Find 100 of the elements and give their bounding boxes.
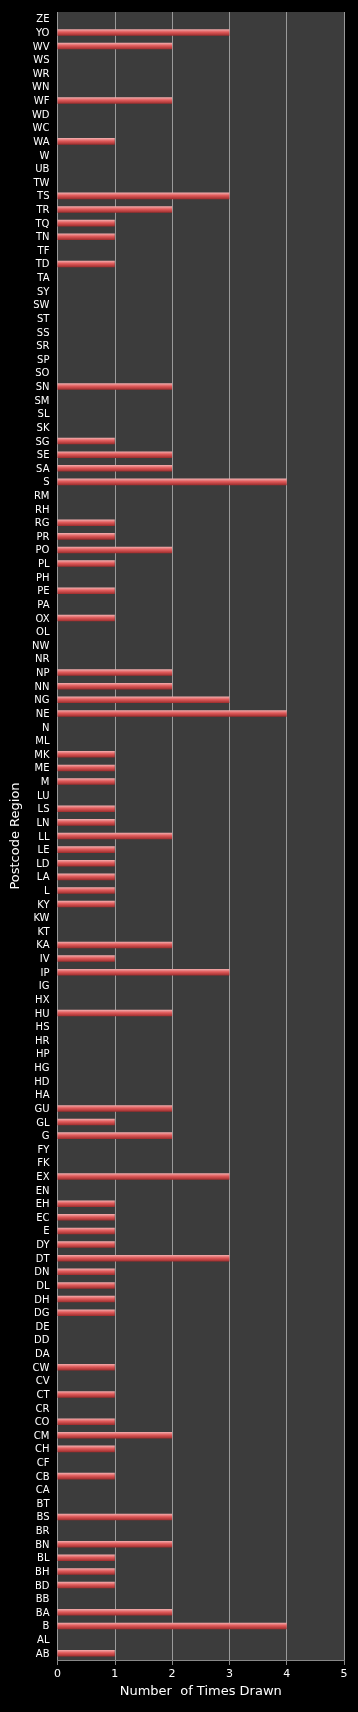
y-axis-title: Postcode Region	[7, 782, 22, 890]
y-tick-label: CT	[36, 1388, 51, 1400]
y-tick-label: HA	[35, 1089, 50, 1101]
y-tick-label: WD	[31, 108, 50, 120]
y-tick-label: CB	[35, 1470, 50, 1482]
bar	[57, 941, 173, 949]
bar	[57, 29, 230, 36]
y-tick-label: HG	[34, 1062, 50, 1074]
y-tick-label: WC	[32, 122, 50, 134]
y-tick-label: SA	[36, 462, 50, 474]
bar	[57, 97, 173, 104]
y-tick-label: SW	[33, 299, 50, 311]
bar	[57, 832, 173, 840]
y-tick-label: DY	[36, 1239, 51, 1251]
bar	[57, 1268, 115, 1276]
bar	[57, 873, 115, 881]
y-tick-label: FY	[37, 1143, 51, 1155]
bar	[57, 546, 173, 554]
y-tick-label: KY	[37, 898, 51, 910]
y-tick-label: B	[42, 1620, 50, 1632]
y-tick-label: SR	[36, 340, 50, 352]
y-tick-label: SS	[36, 326, 50, 338]
bar	[57, 1622, 287, 1630]
y-tick-label: WV	[32, 40, 50, 52]
bar	[57, 1540, 173, 1548]
bar	[57, 1173, 230, 1180]
bar	[57, 1609, 173, 1616]
y-tick-label: CO	[34, 1416, 50, 1428]
bar	[57, 383, 173, 390]
y-tick-label: PE	[37, 585, 50, 597]
bar	[57, 1432, 173, 1439]
y-tick-label: CW	[32, 1361, 50, 1373]
bar	[57, 1227, 115, 1235]
bar	[57, 669, 173, 676]
y-tick-label: OX	[35, 612, 50, 624]
y-tick-label: RM	[33, 490, 50, 501]
y-tick-label: ME	[34, 762, 50, 774]
y-tick-label: RH	[35, 503, 50, 515]
y-tick-label: CA	[35, 1484, 50, 1496]
y-tick-label: OL	[36, 626, 50, 638]
y-tick-label: HD	[34, 1075, 50, 1087]
y-tick-label: HR	[35, 1034, 50, 1046]
x-tick-label: 5	[340, 1667, 348, 1680]
y-tick-label: CV	[35, 1375, 50, 1387]
y-tick-label: DT	[35, 1252, 51, 1264]
y-tick-label: WR	[32, 67, 50, 79]
y-tick-label: ZE	[36, 13, 50, 25]
y-tick-label: YO	[35, 26, 50, 38]
bar	[57, 778, 115, 785]
bar	[57, 1009, 173, 1017]
bar	[57, 696, 230, 704]
y-tick-label: DN	[34, 1266, 50, 1278]
bar	[57, 968, 230, 976]
y-tick-label: PL	[37, 558, 50, 570]
y-tick-label: CH	[34, 1443, 50, 1455]
x-tick-label: 2	[168, 1667, 176, 1680]
y-tick-label: LL	[38, 830, 50, 842]
y-tick-label: WA	[33, 135, 50, 147]
y-tick-label: BL	[37, 1552, 50, 1564]
y-tick-label: IG	[38, 980, 50, 992]
y-tick-label: SN	[35, 381, 50, 393]
y-tick-label: IV	[39, 953, 50, 965]
y-tick-label: N	[42, 721, 50, 733]
y-tick-label: TA	[36, 272, 50, 284]
y-tick-label: SO	[35, 367, 50, 379]
bar	[57, 192, 230, 200]
bar	[57, 206, 173, 213]
bar	[57, 533, 115, 540]
bar	[57, 437, 115, 445]
y-tick-label: HS	[35, 1021, 50, 1033]
y-tick-label: NR	[35, 653, 50, 665]
bar	[57, 887, 115, 894]
bar	[57, 805, 115, 813]
bar	[57, 846, 115, 853]
y-tick-label: BN	[35, 1538, 50, 1550]
y-tick-label: EH	[35, 1198, 50, 1210]
y-tick-label: HU	[34, 1007, 50, 1019]
y-tick-label: HX	[35, 993, 50, 1005]
y-tick-label: GL	[36, 1116, 50, 1128]
y-tick-label: PH	[35, 571, 50, 583]
bar	[57, 751, 115, 758]
bar	[57, 1200, 115, 1207]
y-tick-label: BA	[35, 1606, 50, 1618]
bar	[57, 682, 173, 690]
y-tick-label: WS	[33, 54, 50, 66]
y-tick-label: DG	[34, 1307, 50, 1319]
y-tick-label: GU	[34, 1102, 50, 1114]
x-tick-label: 3	[225, 1667, 233, 1680]
y-tick-label: L	[43, 884, 50, 896]
bar	[57, 219, 115, 227]
y-tick-label: DD	[34, 1334, 50, 1346]
y-tick-label: W	[39, 149, 50, 161]
y-tick-label: PA	[37, 598, 50, 610]
y-tick-label: EX	[36, 1171, 50, 1182]
bar	[57, 465, 173, 472]
bar	[57, 900, 115, 908]
y-tick-label: BT	[36, 1497, 51, 1509]
y-tick-label: SK	[36, 421, 50, 433]
bar	[57, 1445, 115, 1453]
y-tick-label: MK	[34, 748, 50, 760]
